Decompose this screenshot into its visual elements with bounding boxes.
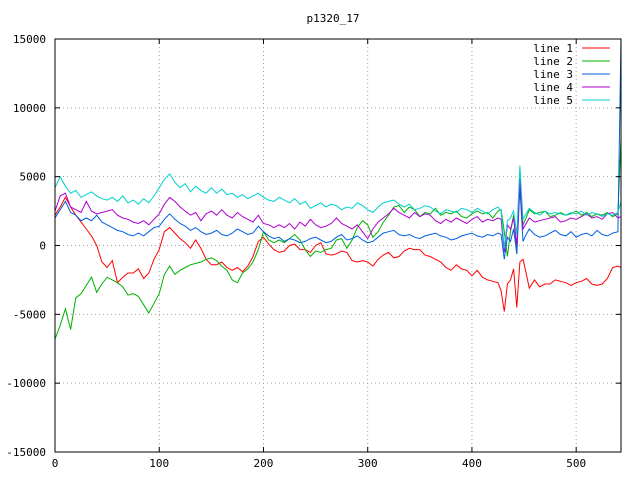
legend-label-5: line 5 bbox=[533, 94, 573, 107]
legend-label-3: line 3 bbox=[533, 68, 573, 81]
x-tick-label: 500 bbox=[566, 457, 586, 470]
x-tick-label: 100 bbox=[149, 457, 169, 470]
y-tick-label: -15000 bbox=[6, 446, 46, 459]
series-lines bbox=[54, 38, 622, 340]
x-tick-label: 300 bbox=[358, 457, 378, 470]
series-line-3 bbox=[54, 38, 622, 260]
y-tick-label: 10000 bbox=[13, 102, 46, 115]
y-tick-label: -10000 bbox=[6, 377, 46, 390]
axis-ticks: 0 100 200 300 400 500 -15000 -10000 -5000 0 5000 10… bbox=[6, 33, 621, 470]
legend-label-1: line 1 bbox=[533, 42, 573, 55]
x-tick-label: 200 bbox=[254, 457, 274, 470]
series-line-5 bbox=[54, 165, 622, 249]
grid-lines bbox=[55, 39, 621, 452]
legend-label-4: line 4 bbox=[533, 81, 573, 94]
y-tick-label: 5000 bbox=[20, 171, 47, 184]
legend-label-2: line 2 bbox=[533, 55, 573, 68]
y-tick-label: 0 bbox=[39, 240, 46, 253]
series-line-1 bbox=[54, 196, 622, 312]
x-tick-label: 400 bbox=[462, 457, 482, 470]
x-tick-label: 0 bbox=[52, 457, 59, 470]
series-line-2 bbox=[54, 138, 622, 340]
y-tick-label: 15000 bbox=[13, 33, 46, 46]
series-line-4 bbox=[54, 179, 622, 253]
y-tick-label: -5000 bbox=[13, 308, 46, 321]
chart-title: p1320_17 bbox=[307, 12, 360, 25]
